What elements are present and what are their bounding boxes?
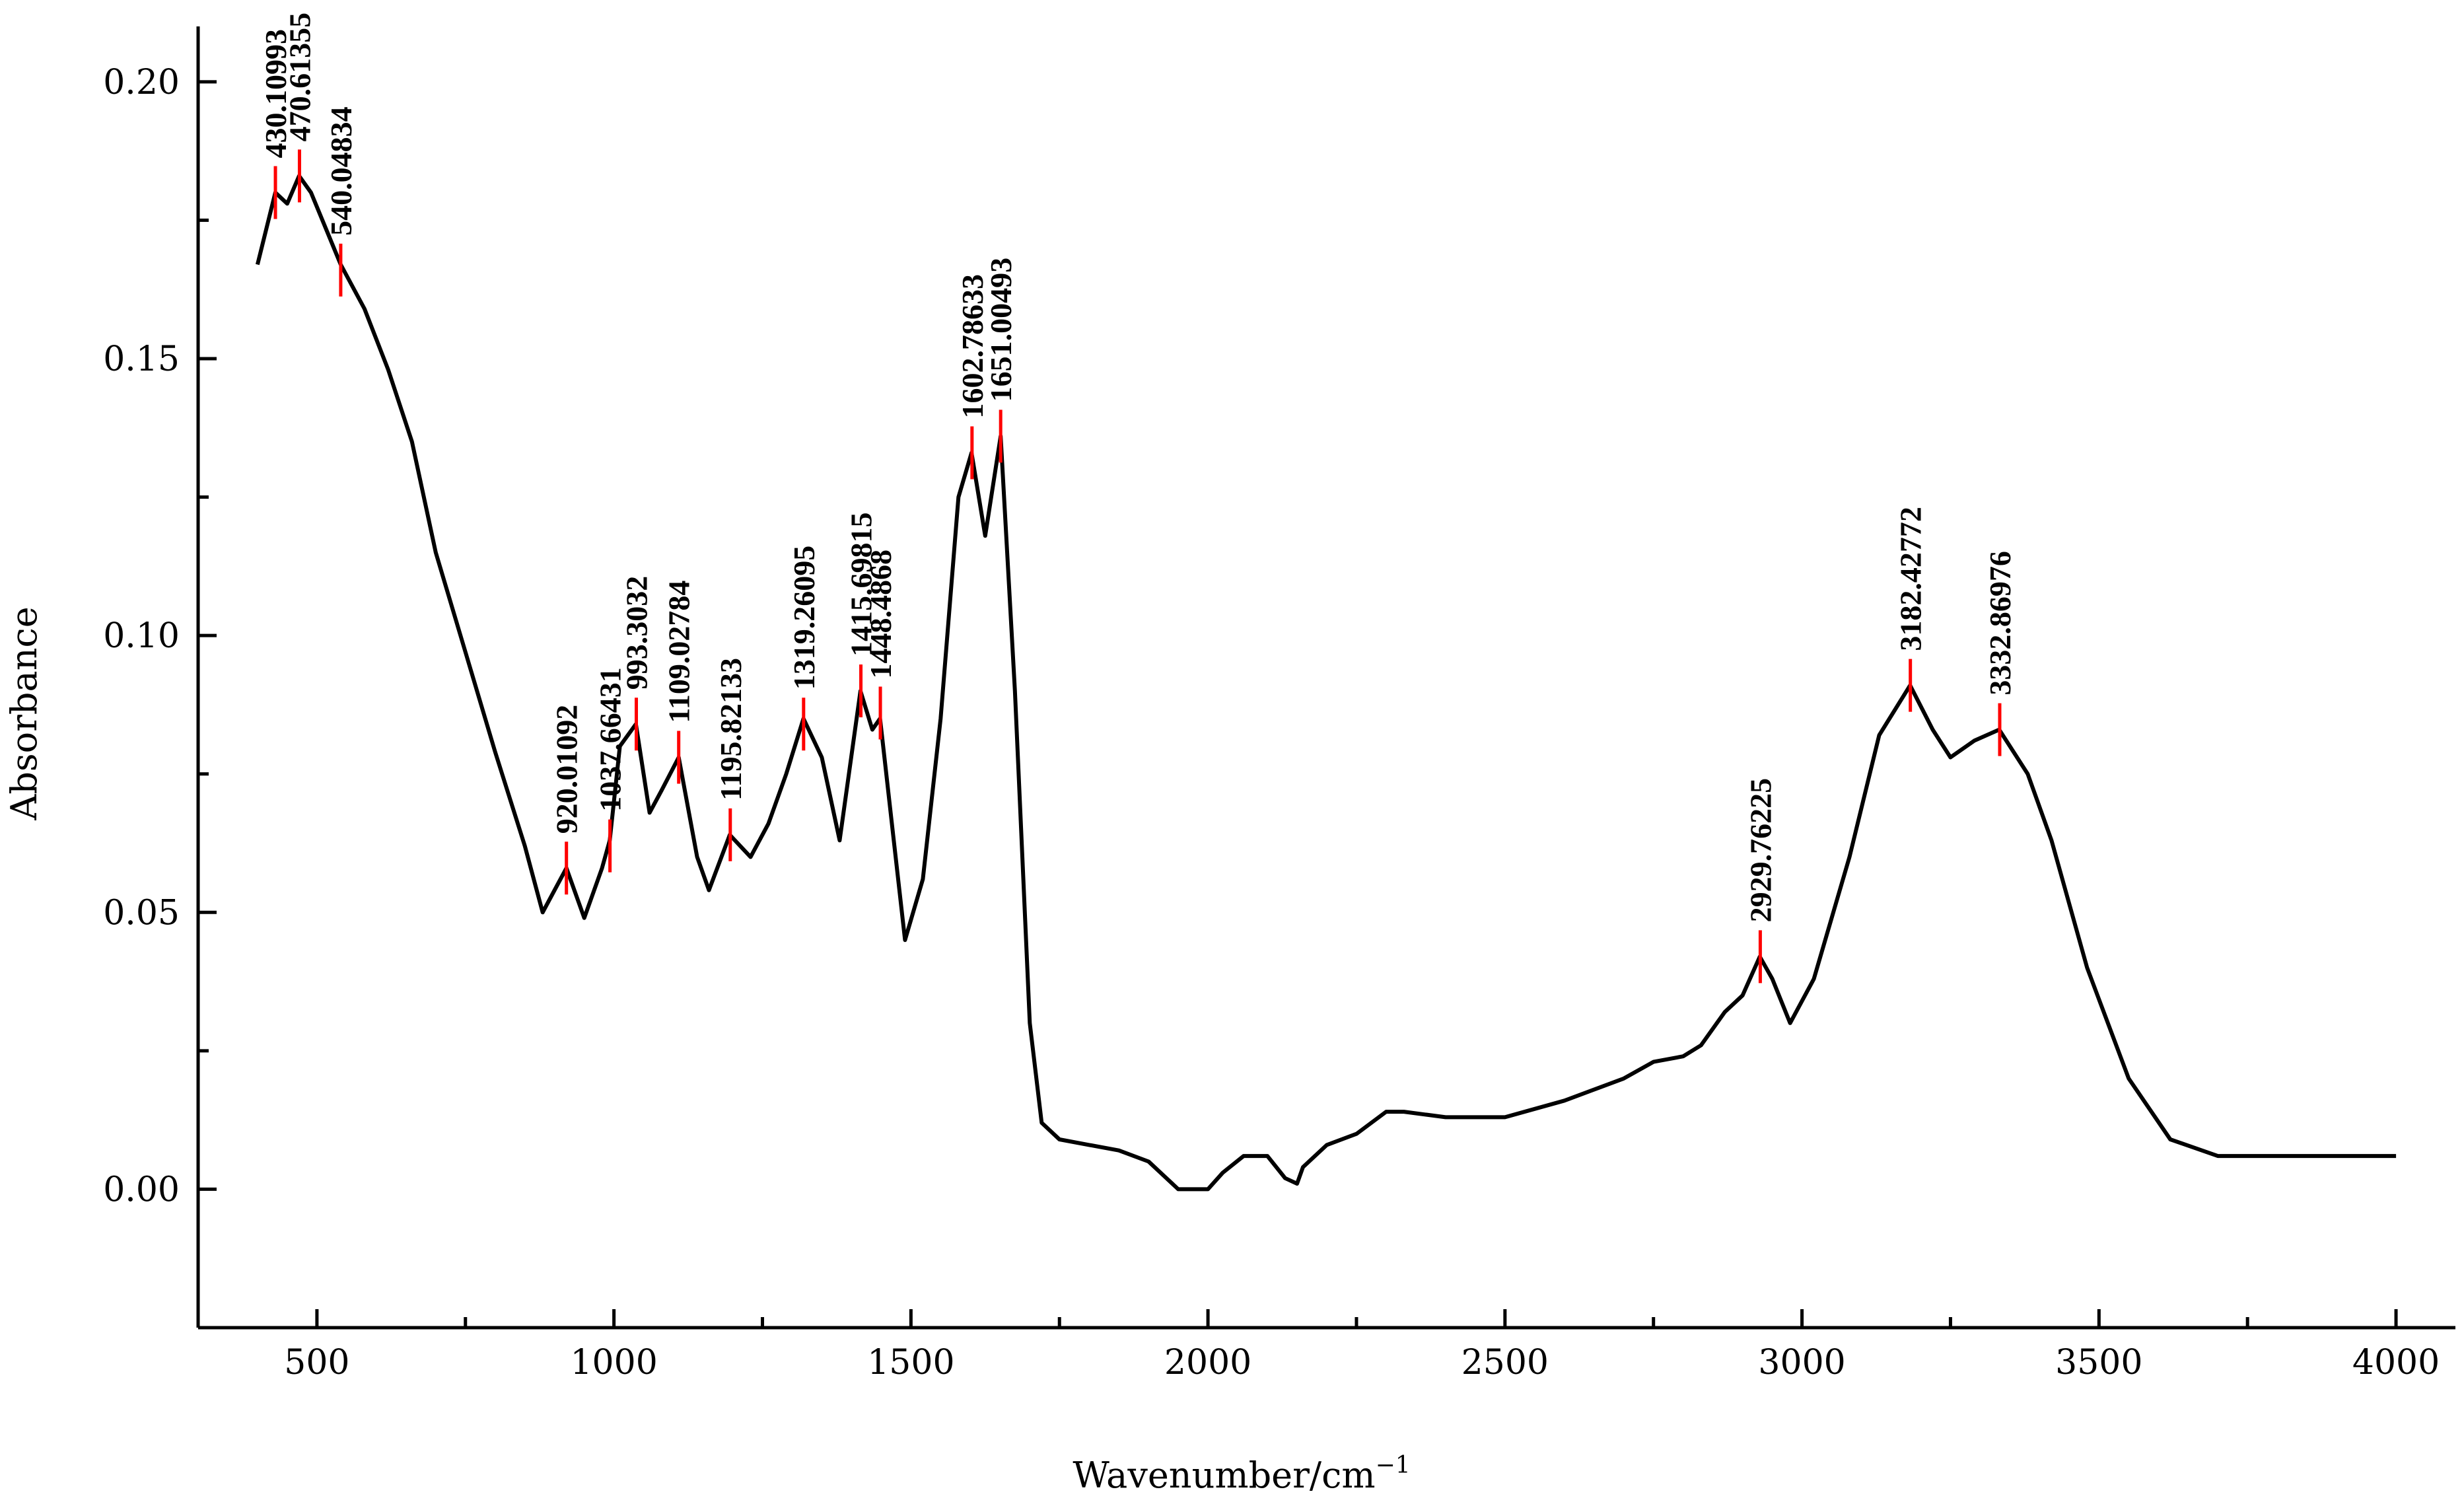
peak-label: 3182.42772 (1894, 507, 1928, 651)
peak-label: 920.01092 (550, 705, 584, 834)
peak-label: 430.10993 (259, 29, 293, 159)
x-tick-label: 3000 (1758, 1343, 1845, 1382)
x-tick-label: 1000 (570, 1343, 657, 1382)
peak-label: 1651.00493 (984, 258, 1018, 402)
peak-label: 2929.76225 (1743, 778, 1777, 923)
series-line-absorbance (255, 174, 2397, 1192)
peak-label: 1109.02784 (662, 581, 696, 723)
x-tick-label: 3500 (2055, 1343, 2142, 1382)
series-layer (255, 174, 2397, 1192)
y-axis-title: Absorbance (3, 606, 45, 820)
x-tick-label: 500 (284, 1343, 349, 1382)
peak-label: 1195.82133 (714, 658, 748, 801)
x-tick-label: 4000 (2352, 1343, 2440, 1382)
ticks: 500 1000 1500 2000 2500 3000 3500 4000 0.00 0.05 0… (103, 63, 2440, 1382)
peak-label: 540.04834 (324, 106, 358, 236)
x-tick-label: 2500 (1461, 1343, 1549, 1382)
peak-label: 470.61355 (283, 13, 316, 142)
peak-label: 1448.4868 (864, 550, 898, 679)
y-tick-label: 0.00 (103, 1170, 180, 1209)
axes (196, 26, 2455, 1330)
peak-label: 3332.86976 (1983, 551, 2017, 696)
y-tick-label: 0.10 (103, 616, 180, 656)
x-axis-title-superscript: −1 (1376, 1452, 1411, 1479)
y-tick-label: 0.15 (103, 340, 180, 379)
peak-label: 1602.78633 (956, 274, 989, 419)
x-tick-label: 1500 (867, 1343, 954, 1382)
x-tick-label: 2000 (1164, 1343, 1251, 1382)
x-axis-title-main: Wavenumber/cm (1073, 1454, 1375, 1496)
peak-label: 1037.66431 (594, 667, 627, 811)
x-axis-title: Wavenumber/cm−1 (1073, 1452, 1410, 1496)
y-tick-label: 0.05 (103, 893, 180, 933)
peak-label: 993.3032 (620, 576, 654, 690)
peak-label: 1415.69815 (845, 512, 878, 657)
peak-label: 1319.26095 (787, 546, 821, 690)
y-tick-label: 0.20 (103, 63, 180, 102)
